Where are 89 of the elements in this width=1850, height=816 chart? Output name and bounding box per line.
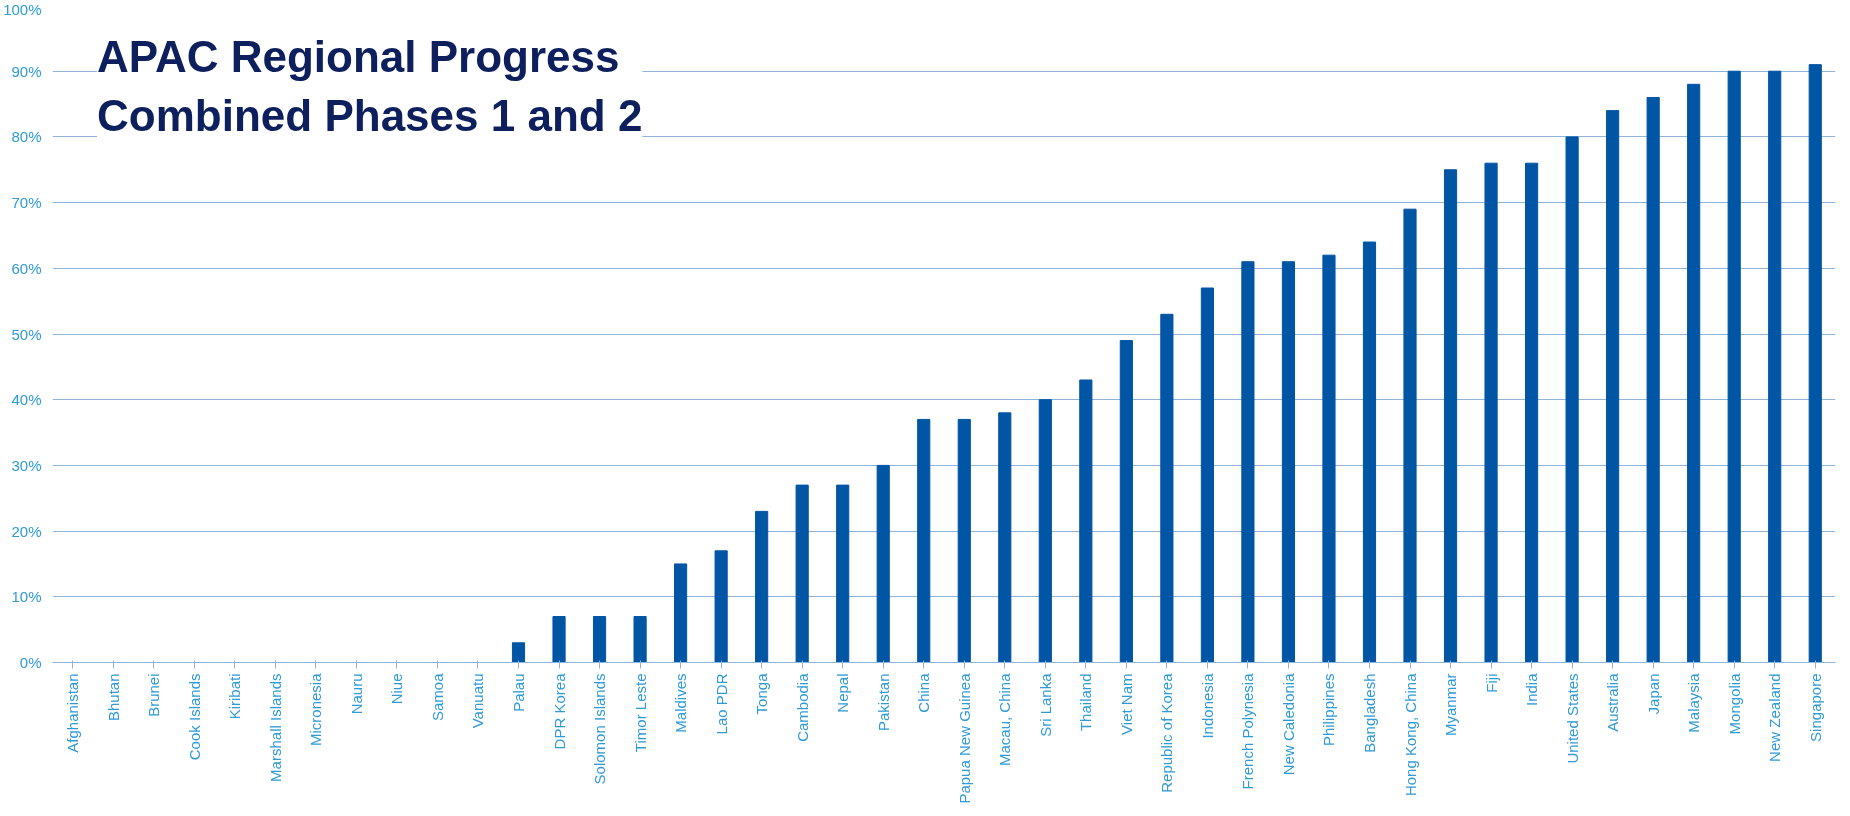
y-tick-label: 0% (19, 654, 42, 671)
x-tick-label: Cook Islands (185, 673, 203, 761)
y-tick-label: 10% (11, 588, 42, 606)
bar (1362, 241, 1377, 663)
x-tick-label: Kiribati (226, 673, 244, 720)
bar (714, 550, 728, 663)
bar (836, 484, 850, 663)
y-tick-label: 70% (11, 194, 42, 212)
bar (1403, 208, 1417, 663)
x-tick-label: India (1523, 672, 1541, 707)
x-tick-label: Republic of Korea (1158, 672, 1176, 793)
x-tick-label: Samoa (428, 672, 446, 722)
y-tick-label: 20% (11, 522, 42, 540)
x-tick-label: Pakistan (874, 673, 892, 732)
x-tick-label: Malaysia (1685, 672, 1703, 733)
x-tick-label: Vanuatu (469, 673, 487, 729)
x-tick-label: United States (1563, 673, 1581, 764)
bar (1525, 162, 1539, 663)
bar (1200, 287, 1214, 663)
x-tick-label: China (915, 672, 933, 713)
bar (1443, 169, 1458, 663)
x-tick-label: Papua New Guinea (955, 672, 973, 804)
x-tick-label: Singapore (1806, 673, 1824, 742)
bar (1119, 340, 1133, 663)
bar (1808, 64, 1822, 663)
x-tick-label: Viet Nam (1117, 673, 1135, 735)
x-tick-label: Timor Leste (631, 673, 649, 753)
bar (1160, 313, 1174, 663)
x-tick-label: Bangladesh (1360, 673, 1378, 753)
x-tick-label: Micronesia (307, 672, 325, 747)
x-tick-label: Tonga (753, 672, 771, 715)
bar (755, 510, 769, 663)
x-tick-label: Nauru (347, 673, 365, 715)
y-tick-label: 30% (11, 456, 42, 474)
bar (674, 563, 688, 663)
bar (633, 616, 647, 663)
x-tick-label: Myanmar (1442, 673, 1460, 737)
x-tick-label: Thailand (1077, 673, 1095, 732)
y-tick-label: 50% (11, 325, 42, 343)
x-tick-label: Marshall Islands (266, 673, 284, 782)
x-tick-label: New Zealand (1766, 673, 1784, 762)
y-tick-label: 80% (11, 128, 42, 146)
bar (1322, 254, 1336, 663)
x-tick-label: French Polynesia (1239, 672, 1257, 790)
bar (1079, 379, 1093, 663)
bar (1687, 83, 1701, 663)
bar (552, 616, 566, 663)
x-tick-label: Macau, China (996, 672, 1014, 767)
text: APAC Regional Progress Combined Phases 1 and 2 (97, 31, 643, 140)
x-tick-label: DPR Korea (550, 672, 568, 750)
bar (998, 412, 1012, 663)
x-tick-label: Cambodia (793, 672, 811, 742)
bar (795, 484, 809, 663)
x-tick-label: Palau (510, 673, 528, 712)
x-tick-label: Sri Lanka (1036, 672, 1054, 737)
x-tick-label: Lao PDR (712, 673, 730, 735)
x-tick-label: Fiji (1482, 673, 1500, 693)
x-tick-label: Bhutan (104, 673, 122, 722)
bar (1281, 261, 1296, 663)
bar (1646, 96, 1660, 663)
x-tick-label: Brunei (145, 673, 163, 717)
bar (1727, 70, 1741, 663)
bar (1565, 136, 1579, 663)
x-tick-label: Indonesia (1198, 672, 1216, 739)
y-tick-label: 40% (11, 391, 42, 409)
x-tick-label: New Caledonia (1279, 672, 1297, 776)
bar (917, 418, 931, 663)
x-tick-label: Afghanistan (64, 673, 82, 753)
x-tick-label: Mongolia (1725, 672, 1743, 735)
bar (1241, 261, 1255, 663)
bar (876, 464, 890, 663)
x-tick-label: Nepal (834, 673, 852, 713)
x-tick-label: Hong Kong, China (1401, 672, 1419, 797)
x-tick-label: Japan (1644, 673, 1662, 715)
y-tick-label: 60% (11, 259, 42, 277)
bar (1038, 399, 1052, 663)
y-tick-label: 100% (3, 0, 42, 18)
x-tick-label: Australia (1604, 672, 1622, 732)
x-tick-label: Philippines (1320, 673, 1338, 747)
bar (1606, 110, 1620, 663)
bar (957, 418, 971, 663)
bar (592, 616, 607, 663)
bar (1484, 162, 1498, 663)
y-tick-label: 90% (11, 62, 42, 80)
bar (1768, 70, 1782, 663)
x-tick-label: Maldives (672, 673, 690, 733)
x-tick-label: Niue (388, 673, 406, 705)
bar (511, 642, 526, 663)
x-tick-label: Solomon Islands (591, 673, 609, 785)
